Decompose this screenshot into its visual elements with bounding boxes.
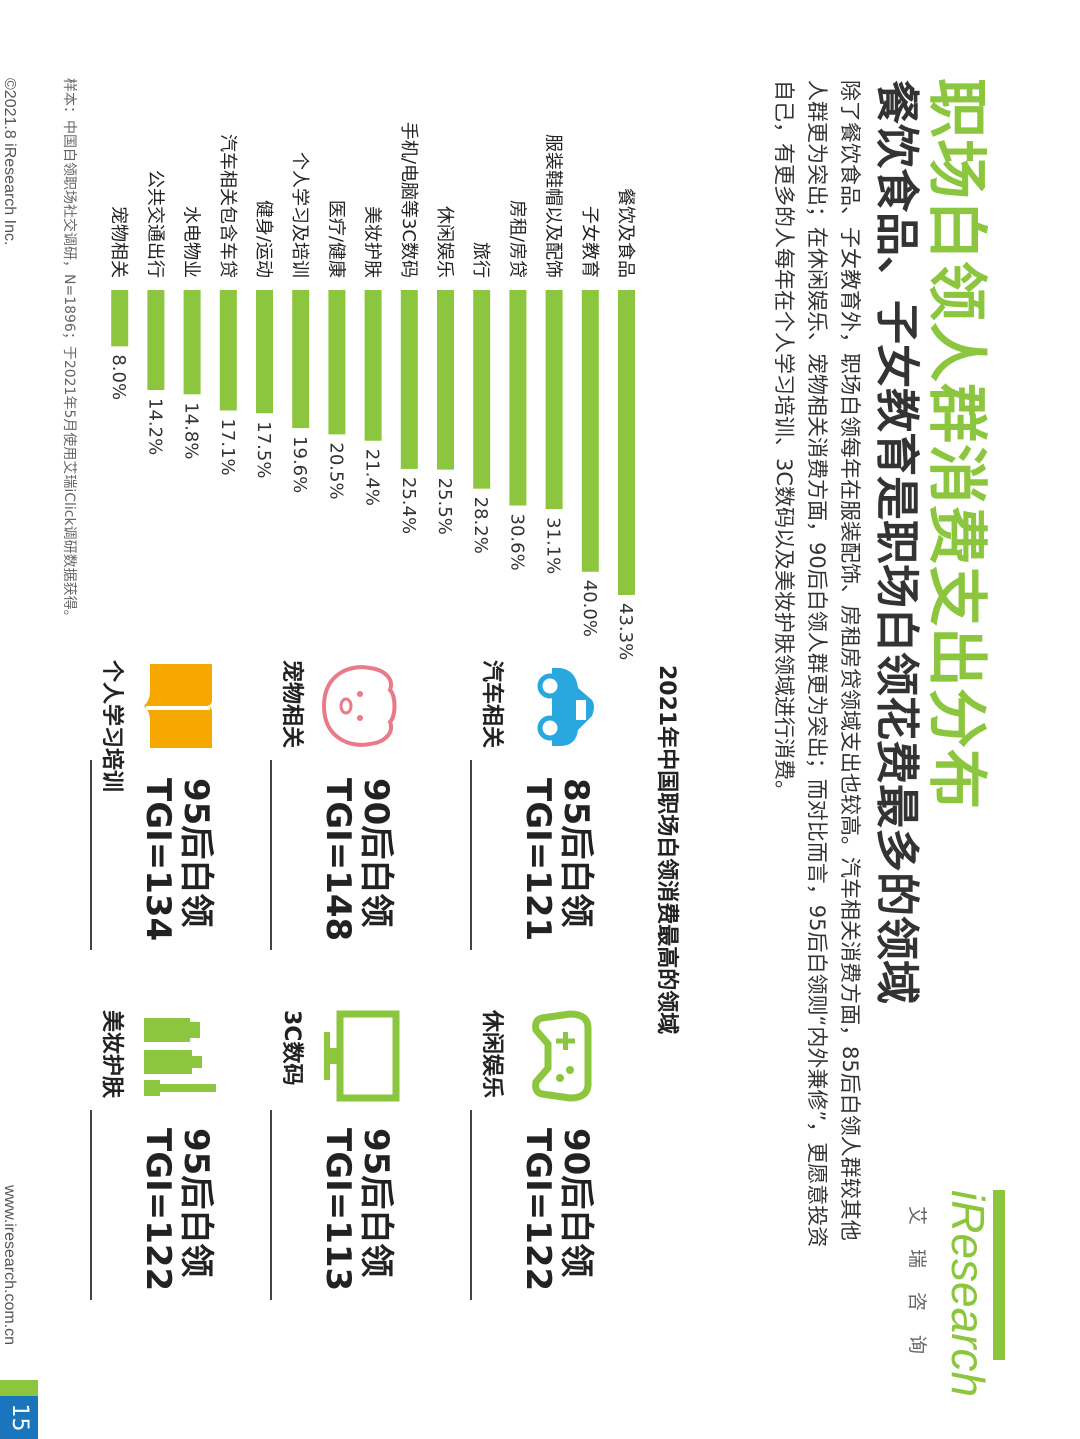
card-tgi: TGI=122	[138, 1128, 178, 1292]
category-label: 餐饮及食品	[615, 188, 636, 278]
value-label: 14.8%	[181, 402, 202, 459]
card-label: 休闲娱乐	[479, 1010, 504, 1099]
bar	[437, 290, 454, 470]
card-label: 汽车相关	[479, 660, 504, 749]
tgi-card: 个人学习培训 95后白领 TGI=134	[50, 660, 220, 990]
card-divider	[270, 1110, 272, 1300]
card-label: 宠物相关	[279, 660, 304, 749]
value-label: 25.5%	[434, 478, 455, 535]
value-label: 17.5%	[253, 421, 274, 478]
page-number-accent	[0, 1380, 38, 1396]
bar	[364, 290, 382, 441]
category-label: 宠物相关	[108, 206, 129, 278]
tgi-card: 3C数码 95后白领 TGI=113	[230, 1010, 400, 1340]
card-group: 95后白领	[176, 1128, 216, 1278]
cosmetics-icon	[136, 1010, 220, 1102]
bar	[618, 290, 635, 595]
bar	[183, 290, 201, 395]
card-divider	[470, 1110, 472, 1300]
card-divider	[90, 760, 92, 950]
book-icon	[136, 660, 220, 752]
value-label: 25.4%	[398, 477, 419, 534]
card-group: 95后白领	[176, 778, 216, 928]
bar	[328, 290, 346, 435]
page-number: 15	[0, 1396, 38, 1439]
card-tgi: TGI=122	[518, 1128, 558, 1292]
bar	[400, 290, 418, 469]
category-label: 服装鞋帽以及配饰	[543, 134, 564, 278]
card-group: 90后白领	[556, 1128, 596, 1278]
panel-title: 2021年中国职场白领消费最高的领域	[654, 665, 679, 1035]
value-label: 14.2%	[144, 398, 165, 455]
category-label: 汽车相关包含车贷	[217, 134, 238, 278]
value-label: 8.0%	[108, 354, 129, 400]
bar	[545, 290, 563, 510]
card-label: 美妆护肤	[99, 1010, 124, 1099]
card-group: 95后白领	[356, 1128, 396, 1278]
bar	[292, 290, 310, 429]
value-label: 43.3%	[615, 603, 636, 660]
value-label: 40.0%	[579, 580, 600, 637]
category-label: 子女教育	[579, 206, 600, 278]
tgi-card: 休闲娱乐 90后白领 TGI=122	[430, 1010, 600, 1340]
copyright: ©2021.8 iResearch Inc.	[1, 78, 18, 246]
bar	[147, 290, 165, 391]
category-label: 美妆护肤	[362, 206, 383, 278]
category-label: 公共交通出行	[144, 170, 165, 278]
category-label: 旅行	[470, 242, 491, 278]
category-label: 健身/运动	[253, 200, 274, 278]
value-label: 20.5%	[325, 442, 346, 499]
card-tgi: TGI=134	[138, 778, 178, 942]
card-tgi: TGI=148	[318, 778, 358, 942]
category-label: 医疗/健康	[325, 200, 346, 278]
bar	[509, 290, 527, 506]
value-label: 19.6%	[289, 436, 310, 493]
category-label: 水电物业	[181, 206, 202, 278]
card-label: 3C数码	[279, 1010, 304, 1086]
value-label: 17.1%	[217, 418, 238, 475]
value-label: 28.2%	[470, 497, 491, 554]
tgi-card: 美妆护肤 95后白领 TGI=122	[50, 1010, 220, 1340]
category-label: 手机/电脑等3C数码	[398, 122, 419, 278]
card-divider	[270, 760, 272, 950]
card-tgi: TGI=113	[318, 1128, 358, 1292]
gamepad-icon	[526, 1010, 600, 1102]
category-label: 休闲娱乐	[434, 206, 455, 278]
value-label: 21.4%	[362, 449, 383, 506]
category-label: 房租/房贷	[506, 200, 527, 278]
source-note: 样本：中国白领职场社交调研，N=1896；于2021年5月使用艾瑞iClick调…	[61, 78, 77, 624]
category-label: 个人学习及培训	[289, 152, 310, 278]
bar	[581, 290, 599, 572]
bar	[111, 290, 129, 347]
bar	[473, 290, 491, 489]
pet-face-icon	[316, 660, 400, 752]
card-group: 85后白领	[556, 778, 596, 928]
card-divider	[470, 760, 472, 950]
bar	[256, 290, 273, 414]
card-divider	[90, 1110, 92, 1300]
value-label: 30.6%	[506, 514, 527, 571]
tgi-card: 宠物相关 90后白领 TGI=148	[230, 660, 400, 990]
bar	[219, 290, 237, 411]
car-icon	[526, 660, 600, 752]
value-label: 31.1%	[543, 517, 564, 574]
footer-url: www.iresearch.com.cn	[1, 1185, 18, 1346]
card-label: 个人学习培训	[99, 660, 124, 793]
card-tgi: TGI=121	[518, 778, 558, 942]
tgi-card: 汽车相关 85后白领 TGI=121	[430, 660, 600, 990]
card-group: 90后白领	[356, 778, 396, 928]
monitor-icon	[316, 1010, 400, 1102]
